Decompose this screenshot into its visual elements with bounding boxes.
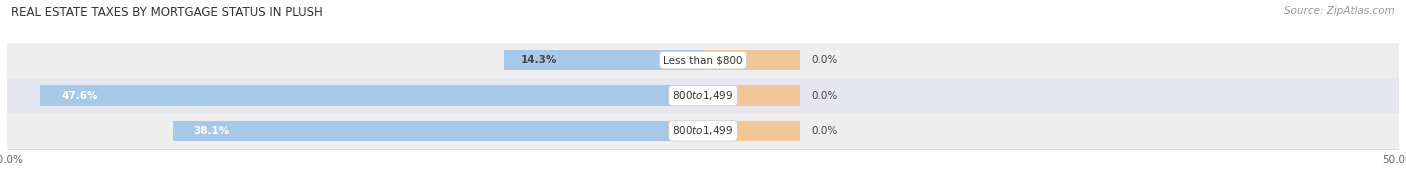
Bar <box>41 85 703 106</box>
Bar <box>7 78 1399 113</box>
Text: 47.6%: 47.6% <box>62 90 98 101</box>
Bar <box>703 121 800 141</box>
Text: 0.0%: 0.0% <box>811 90 838 101</box>
Bar <box>503 50 703 70</box>
Text: $800 to $1,499: $800 to $1,499 <box>672 89 734 102</box>
Text: 0.0%: 0.0% <box>811 55 838 65</box>
Text: Less than $800: Less than $800 <box>664 55 742 65</box>
Bar <box>7 43 1399 78</box>
Text: Source: ZipAtlas.com: Source: ZipAtlas.com <box>1284 6 1395 16</box>
Bar <box>173 121 703 141</box>
Bar <box>703 85 800 106</box>
Text: REAL ESTATE TAXES BY MORTGAGE STATUS IN PLUSH: REAL ESTATE TAXES BY MORTGAGE STATUS IN … <box>11 6 323 19</box>
Text: 0.0%: 0.0% <box>811 126 838 136</box>
Text: 38.1%: 38.1% <box>194 126 229 136</box>
Bar <box>703 50 800 70</box>
Text: 14.3%: 14.3% <box>520 55 557 65</box>
Text: $800 to $1,499: $800 to $1,499 <box>672 124 734 137</box>
Bar <box>7 113 1399 149</box>
